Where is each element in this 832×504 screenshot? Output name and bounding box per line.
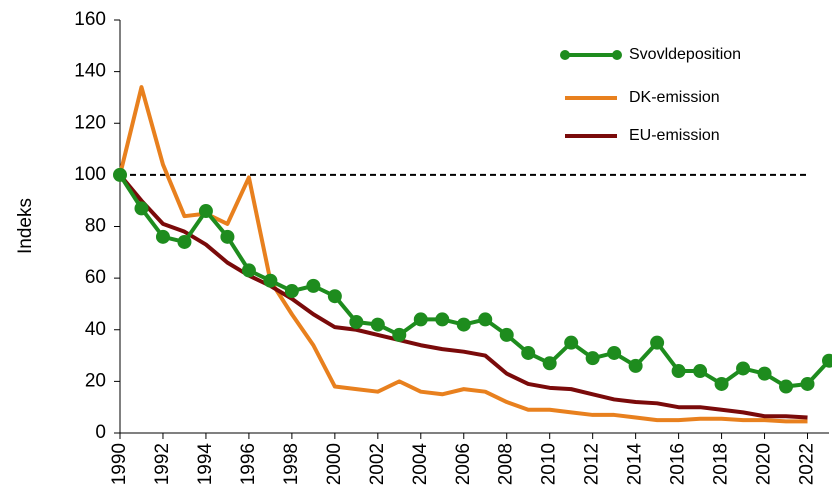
marker <box>134 201 149 216</box>
marker <box>177 234 192 249</box>
marker <box>757 366 772 381</box>
legend-label: EU-emission <box>629 127 720 144</box>
marker <box>392 327 407 342</box>
marker <box>822 353 832 368</box>
y-tick-label: 80 <box>85 216 106 237</box>
x-tick-label: 1994 <box>195 443 216 486</box>
marker <box>478 312 493 327</box>
marker <box>800 376 815 391</box>
x-tick-label: 2020 <box>754 443 775 485</box>
marker <box>220 229 235 244</box>
y-tick-label: 120 <box>74 112 106 133</box>
marker <box>435 312 450 327</box>
x-tick-label: 1992 <box>152 443 173 485</box>
marker <box>499 327 514 342</box>
legend-marker <box>612 50 622 60</box>
x-tick-label: 2004 <box>410 443 431 486</box>
x-tick-label: 2010 <box>539 443 560 485</box>
legend-label: Svovldeposition <box>629 46 741 63</box>
x-tick-label: 2008 <box>496 443 517 485</box>
legend-marker <box>560 50 570 60</box>
marker <box>650 335 665 350</box>
marker <box>263 273 278 288</box>
y-tick-label: 0 <box>95 422 106 443</box>
y-axis-label: Indeks <box>15 198 36 254</box>
marker <box>564 335 579 350</box>
series-line <box>118 85 808 424</box>
x-tick-label: 2012 <box>582 443 603 485</box>
legend-label: DK-emission <box>629 89 720 106</box>
marker <box>284 284 299 299</box>
y-tick-label: 60 <box>85 267 106 288</box>
x-tick-label: 2018 <box>711 443 732 485</box>
y-tick-label: 160 <box>74 9 106 30</box>
marker <box>693 364 708 379</box>
marker <box>306 278 321 293</box>
y-tick-label: 40 <box>85 319 106 340</box>
x-tick-label: 1998 <box>281 443 302 485</box>
marker <box>585 351 600 366</box>
series-line <box>118 173 808 420</box>
marker <box>198 204 213 219</box>
x-tick-label: 2000 <box>324 443 345 485</box>
marker <box>413 312 428 327</box>
x-tick-label: 2022 <box>797 443 818 485</box>
x-tick-label: 1996 <box>238 443 259 485</box>
marker <box>241 263 256 278</box>
marker <box>370 317 385 332</box>
marker <box>542 356 557 371</box>
x-tick-label: 2016 <box>668 443 689 485</box>
x-tick-label: 2014 <box>625 443 646 486</box>
marker <box>349 315 364 330</box>
marker <box>736 361 751 376</box>
y-tick-label: 20 <box>85 370 106 391</box>
marker <box>628 358 643 373</box>
x-tick-label: 2006 <box>453 443 474 485</box>
marker <box>327 289 342 304</box>
x-tick-label: 1990 <box>109 443 130 485</box>
marker <box>113 167 127 182</box>
y-tick-label: 140 <box>74 61 106 82</box>
x-tick-label: 2002 <box>367 443 388 485</box>
marker <box>671 364 686 379</box>
marker <box>779 379 794 394</box>
marker <box>714 376 729 391</box>
marker <box>155 229 170 244</box>
marker <box>607 345 622 360</box>
y-tick-label: 100 <box>74 164 106 185</box>
marker <box>521 345 536 360</box>
marker <box>456 317 471 332</box>
series-line <box>118 173 831 389</box>
